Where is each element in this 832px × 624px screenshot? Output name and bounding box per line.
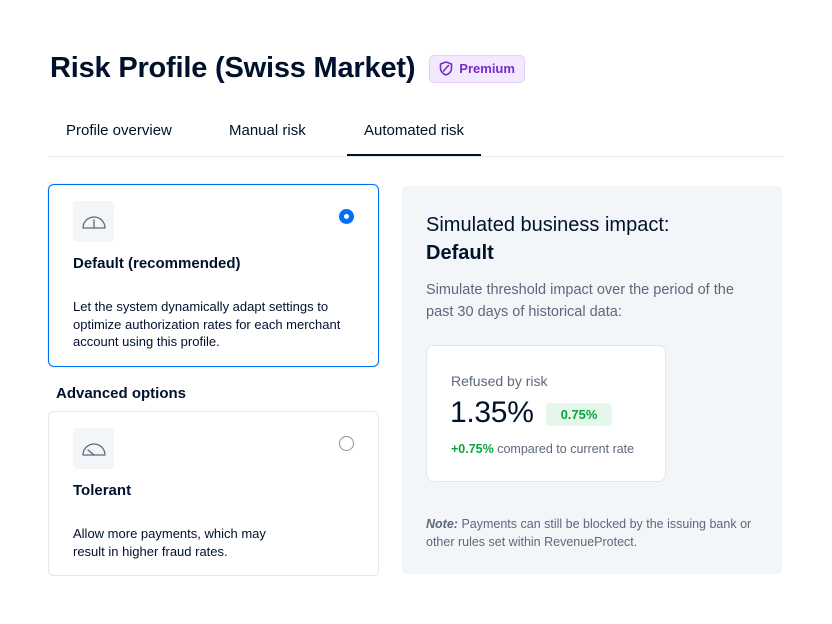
option-description: Let the system dynamically adapt setting…: [73, 299, 341, 349]
impact-description: Simulate threshold impact over the perio…: [426, 282, 734, 320]
tab-profile-overview[interactable]: Profile overview: [66, 122, 172, 139]
impact-panel: Simulated business impact: Default Simul…: [402, 186, 782, 574]
comparison-text: compared to current rate: [497, 442, 635, 456]
comparison-delta: +0.75%: [451, 442, 494, 456]
premium-badge-label: Premium: [459, 61, 515, 76]
radio-tolerant[interactable]: [339, 436, 354, 451]
gauge-low-icon: [73, 428, 114, 469]
shield-icon: [439, 61, 453, 76]
delta-badge: 0.75%: [546, 403, 612, 426]
radio-default[interactable]: [339, 209, 354, 224]
option-title: Default (recommended): [73, 255, 241, 272]
option-title: Tolerant: [73, 482, 132, 499]
option-card-tolerant[interactable]: Tolerant Allow more payments, which may …: [48, 411, 379, 576]
impact-subtitle: Default: [426, 242, 494, 264]
impact-note: Note: Payments can still be blocked by t…: [426, 516, 766, 551]
premium-badge: Premium: [429, 54, 525, 83]
gauge-icon: [73, 201, 114, 242]
stat-value: 1.35%: [450, 396, 534, 429]
impact-title: Simulated business impact:: [426, 214, 670, 236]
option-card-default[interactable]: Default (recommended) Let the system dyn…: [48, 184, 379, 367]
stat-comparison: +0.75% compared to current rate: [451, 442, 634, 456]
tab-manual-risk[interactable]: Manual risk: [229, 122, 306, 139]
stat-label: Refused by risk: [451, 373, 548, 389]
advanced-options-heading: Advanced options: [56, 385, 187, 402]
tab-automated-risk[interactable]: Automated risk: [346, 122, 482, 156]
note-label: Note:: [426, 517, 458, 531]
tab-bar: Profile overview Manual risk Automated r…: [48, 118, 784, 157]
option-description: Allow more payments, which may result in…: [73, 526, 266, 559]
note-text: Payments can still be blocked by the iss…: [426, 517, 752, 549]
page-header: Risk Profile (Swiss Market) Premium: [50, 52, 525, 85]
refused-by-risk-card: Refused by risk 1.35% 0.75% +0.75% compa…: [426, 345, 666, 482]
page-title: Risk Profile (Swiss Market): [50, 52, 416, 84]
